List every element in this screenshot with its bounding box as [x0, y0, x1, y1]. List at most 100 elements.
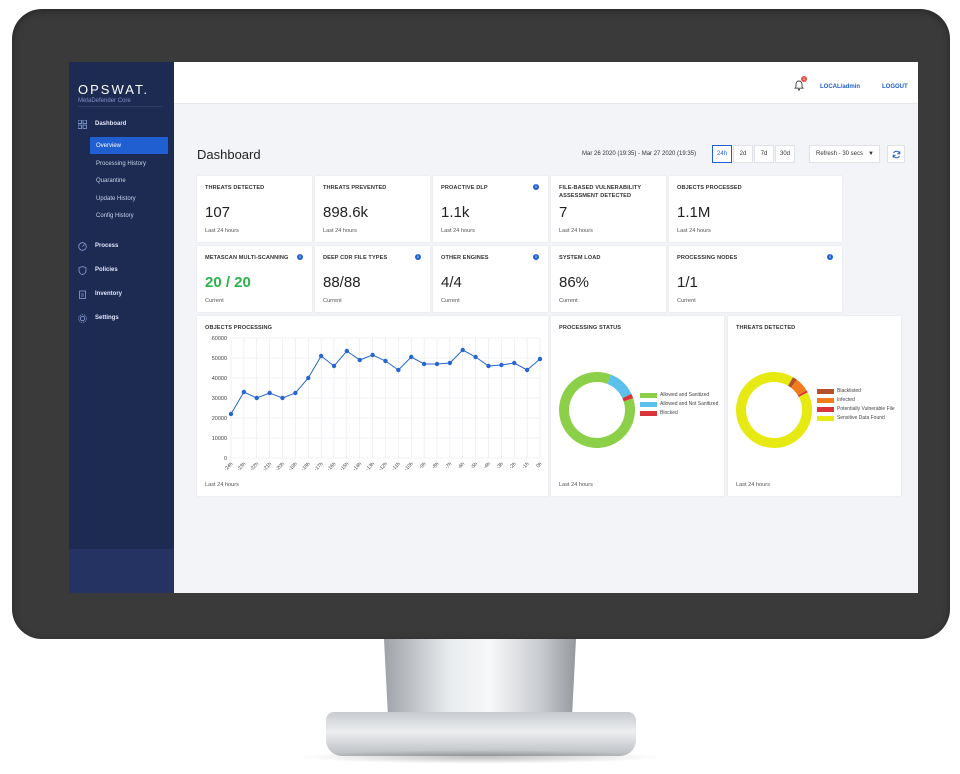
pie-slice[interactable]	[736, 372, 812, 448]
pie-slice[interactable]	[622, 393, 634, 402]
sidebar-subitem-overview[interactable]: Overview	[90, 137, 168, 154]
data-point[interactable]	[318, 353, 324, 359]
card-title: THREATS DETECTED	[205, 185, 265, 191]
info-icon[interactable]: i	[533, 254, 539, 260]
legend-entry[interactable]: Allowed and Not Sanitized	[640, 401, 720, 407]
data-point[interactable]	[267, 390, 272, 396]
data-point[interactable]	[486, 363, 491, 369]
card-value: 4/4	[441, 274, 462, 291]
legend-entry[interactable]: Blocked	[640, 410, 720, 416]
data-point[interactable]	[473, 354, 478, 360]
card-title: THREATS PREVENTED	[323, 185, 387, 191]
card-title: SYSTEM LOAD	[559, 255, 601, 261]
x-tick-label: -18h	[300, 461, 311, 472]
data-point[interactable]	[241, 389, 247, 395]
sidebar-item-label: Settings	[95, 315, 119, 321]
card-deep-cdr-file-types: DEEP CDR FILE TYPES i 88/88 Current	[315, 246, 430, 312]
data-point[interactable]	[228, 411, 234, 417]
legend-entry[interactable]: Allowed and Sanitized	[640, 392, 720, 398]
card-title: METASCAN MULTI-SCANNING	[205, 255, 289, 261]
logout-link[interactable]: LOGOUT	[882, 84, 908, 90]
refresh-icon[interactable]	[887, 145, 905, 163]
info-icon[interactable]: i	[297, 254, 303, 260]
card-processing-status: PROCESSING STATUS Allowed and Sanitized A…	[551, 316, 724, 496]
card-value: 7	[559, 204, 568, 221]
pie-slice[interactable]	[790, 379, 807, 396]
range-7d-button[interactable]: 7d	[754, 145, 774, 163]
bell-icon[interactable]: 1	[794, 76, 807, 92]
logo-divider	[78, 106, 163, 107]
card-subtitle: Current	[323, 298, 342, 304]
data-point[interactable]	[254, 395, 259, 401]
pie-slice[interactable]	[559, 372, 635, 448]
sidebar-item-label: Inventory	[95, 291, 123, 297]
data-point[interactable]	[370, 352, 375, 358]
shield-icon	[78, 265, 87, 275]
threats-detected-legend: Blacklisted Infected Potentially Vulnerabl…	[817, 388, 897, 424]
sidebar-subitem-config-history[interactable]: Config History	[96, 212, 134, 219]
sidebar-item-label: Dashboard	[95, 121, 127, 127]
data-point[interactable]	[434, 361, 440, 367]
user-menu-link[interactable]: LOCAL/admin	[820, 84, 860, 90]
sidebar-subitem-quarantine[interactable]: Quarantine	[96, 177, 126, 184]
card-subtitle: Current	[559, 298, 578, 304]
data-point[interactable]	[344, 348, 350, 354]
data-point[interactable]	[499, 362, 504, 368]
sidebar-subitem-processing-history[interactable]: Processing History	[96, 160, 147, 167]
data-point[interactable]	[409, 354, 414, 360]
sidebar-item-dashboard[interactable]: Dashboard	[69, 116, 174, 132]
data-point[interactable]	[293, 390, 298, 396]
x-tick-label: -7h	[444, 461, 454, 471]
pie-slice[interactable]	[787, 377, 797, 388]
data-point[interactable]	[306, 375, 311, 381]
gauge-icon	[78, 241, 87, 251]
sidebar-item-policies[interactable]: Policies	[69, 262, 174, 278]
y-tick-label: 60000	[212, 336, 227, 342]
y-tick-label: 50000	[212, 356, 227, 362]
card-subtitle: Last 24 hours	[323, 228, 357, 234]
data-point[interactable]	[537, 356, 543, 362]
notification-badge: 1	[801, 76, 807, 82]
legend-entry[interactable]: Infected	[817, 397, 897, 403]
gear-icon	[78, 313, 87, 323]
data-point[interactable]	[524, 367, 530, 373]
sidebar-item-label: Policies	[95, 267, 118, 273]
clipboard-icon	[78, 290, 87, 299]
card-title: DEEP CDR FILE TYPES	[323, 255, 388, 261]
sidebar-subitem-update-history[interactable]: Update History	[96, 195, 136, 202]
data-point[interactable]	[383, 358, 388, 364]
data-point[interactable]	[421, 361, 427, 367]
x-tick-label: -12h	[378, 461, 389, 472]
legend-entry[interactable]: Potentially Vulnerable File	[817, 406, 897, 412]
data-point[interactable]	[357, 357, 362, 363]
info-icon[interactable]: i	[415, 254, 421, 260]
x-tick-label: -3h	[495, 461, 505, 471]
refresh-interval-select[interactable]: Refresh - 30 secs ▼	[809, 145, 880, 163]
range-2d-button[interactable]: 2d	[733, 145, 753, 163]
sidebar-item-inventory[interactable]: Inventory	[69, 286, 174, 302]
card-value: 1.1k	[441, 204, 470, 221]
caret-down-icon: ▼	[868, 151, 874, 157]
info-icon[interactable]: i	[533, 184, 539, 190]
card-value: 88/88	[323, 274, 361, 291]
pie-slice[interactable]	[607, 374, 632, 399]
range-24h-button[interactable]: 24h	[712, 145, 732, 163]
data-point[interactable]	[280, 395, 285, 401]
info-icon[interactable]: i	[827, 254, 833, 260]
data-point[interactable]	[331, 363, 337, 369]
x-tick-label: 0h	[535, 461, 543, 469]
legend-entry[interactable]: Sensitive Data Found	[817, 415, 897, 421]
data-point[interactable]	[512, 360, 517, 366]
sidebar-item-settings[interactable]: Settings	[69, 310, 174, 326]
data-point[interactable]	[396, 367, 401, 373]
range-30d-button[interactable]: 30d	[775, 145, 795, 163]
card-objects-processing-chart: OBJECTS PROCESSING 0 10000 20000 30000 40000…	[197, 316, 548, 496]
legend-entry[interactable]: Blacklisted	[817, 388, 897, 394]
x-tick-label: -8h	[431, 461, 441, 471]
sidebar-item-process[interactable]: Process	[69, 238, 174, 254]
data-point[interactable]	[460, 347, 465, 353]
data-point[interactable]	[447, 360, 453, 366]
card-title: THREATS DETECTED	[736, 325, 796, 331]
pie-slice[interactable]	[797, 390, 808, 398]
